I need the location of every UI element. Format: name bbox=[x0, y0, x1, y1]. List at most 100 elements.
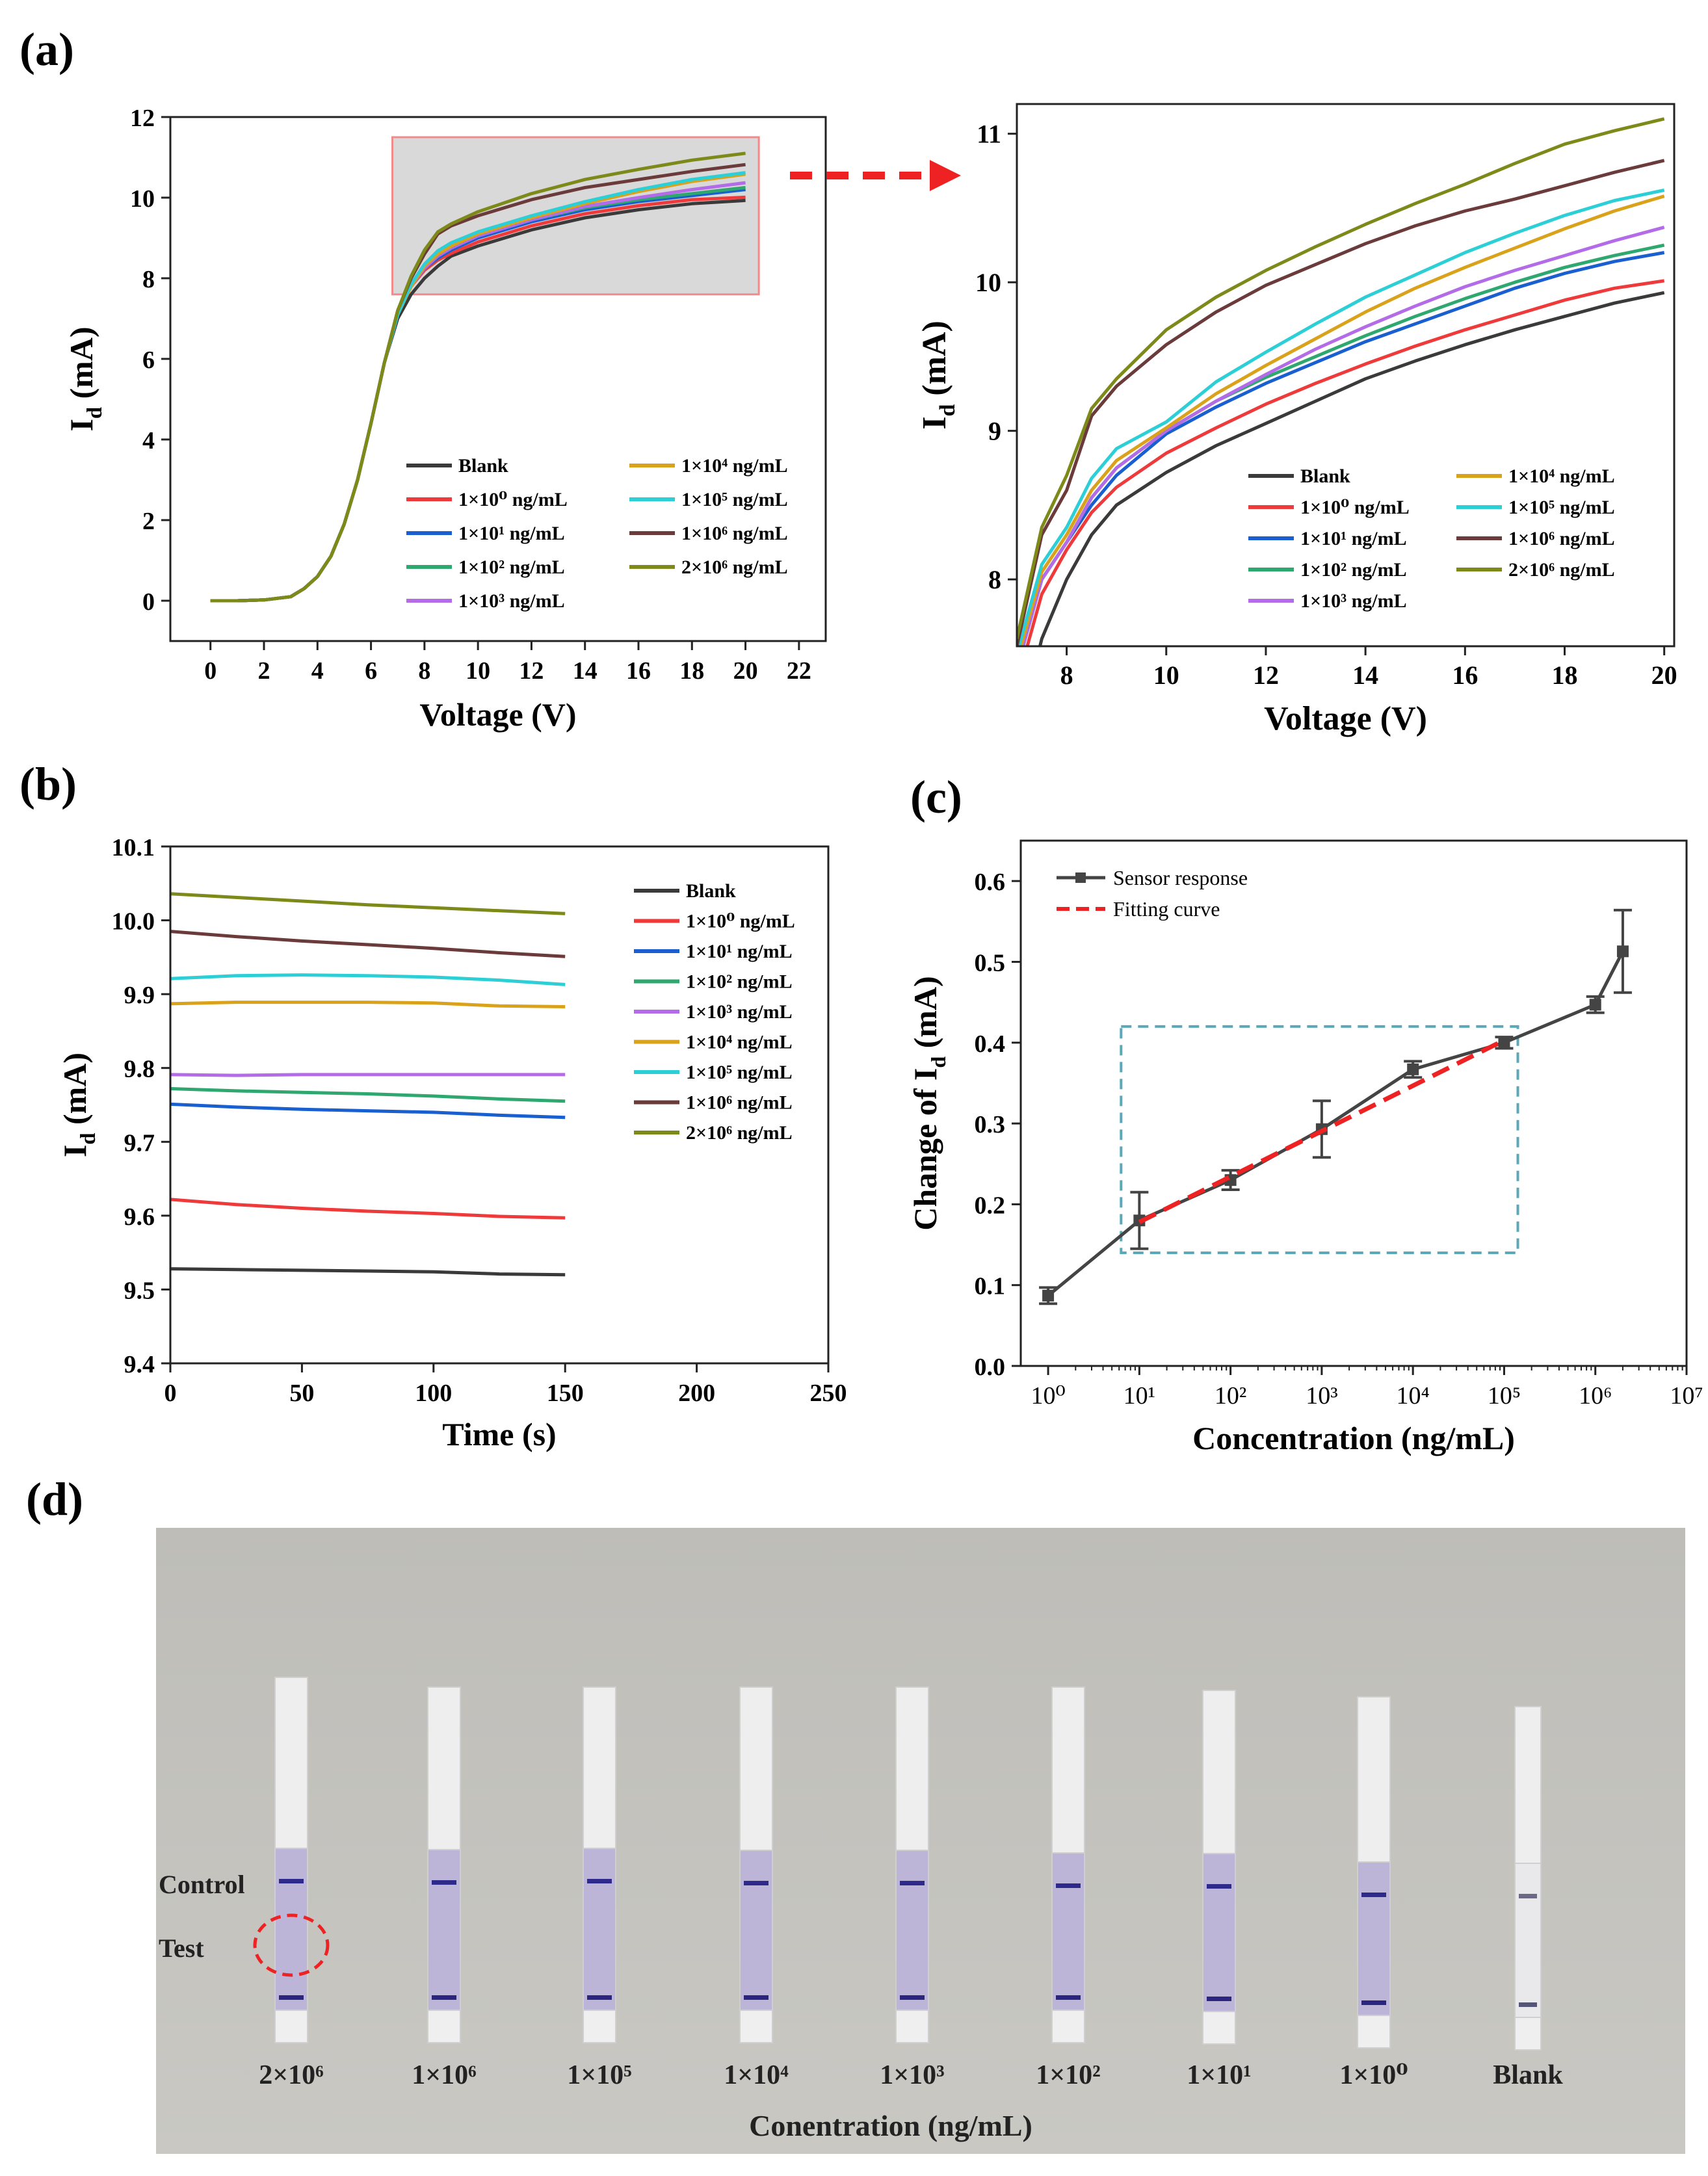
y-tick-label: 0.5 bbox=[975, 949, 1006, 977]
linear-range-box bbox=[1120, 1025, 1519, 1254]
strip-sample-pad bbox=[895, 1686, 929, 1857]
panel-label-c: (c) bbox=[910, 771, 962, 823]
legend-label: 1×10¹ ng/mL bbox=[686, 941, 793, 962]
strip-label: 1×10² bbox=[1036, 2060, 1101, 2090]
legend-label: 1×10⁵ ng/mL bbox=[686, 1062, 793, 1083]
x-tick-label: 10⁷ bbox=[1670, 1382, 1703, 1409]
x-tick-label: 10² bbox=[1215, 1382, 1246, 1409]
x-tick-label: 18 bbox=[1552, 661, 1578, 690]
x-tick-label: 20 bbox=[1651, 661, 1677, 690]
y-tick-label: 11 bbox=[977, 120, 1001, 149]
x-axis-label: Voltage (V) bbox=[1264, 700, 1427, 737]
plot-frame bbox=[1019, 839, 1688, 1367]
legend-label: 2×10⁶ ng/mL bbox=[1508, 559, 1615, 581]
data-point bbox=[1616, 945, 1629, 958]
x-tick-label: 20 bbox=[733, 657, 758, 685]
y-tick-label: 9 bbox=[988, 417, 1001, 446]
x-tick-label: 18 bbox=[679, 657, 704, 685]
x-tick-label: 0 bbox=[204, 657, 217, 685]
fitting-curve bbox=[1138, 1038, 1506, 1224]
data-point bbox=[1589, 999, 1601, 1011]
data-point bbox=[1042, 1289, 1055, 1302]
test-strip bbox=[1051, 1686, 1085, 2043]
strip-end bbox=[583, 2010, 616, 2043]
legend-label-fit: Fitting curve bbox=[1113, 897, 1220, 921]
series-line-5 bbox=[1019, 194, 1665, 646]
y-tick-label: 0.4 bbox=[975, 1030, 1006, 1058]
control-line bbox=[279, 1879, 304, 1883]
y-tick-label: 0.2 bbox=[975, 1192, 1006, 1219]
y-tick-label: 4 bbox=[142, 427, 155, 454]
test-strip bbox=[583, 1686, 616, 2043]
test-line-highlight bbox=[253, 1913, 330, 1977]
strip-sample-pad bbox=[274, 1677, 308, 1855]
series-line-4 bbox=[1021, 226, 1665, 646]
strip-window bbox=[1357, 1861, 1391, 2016]
legend-label: 1×10⁴ ng/mL bbox=[686, 1032, 793, 1053]
y-tick-label: 0.1 bbox=[975, 1273, 1006, 1300]
strip-end bbox=[895, 2010, 929, 2043]
strip-window bbox=[1051, 1852, 1085, 2011]
strip-sample-pad bbox=[1514, 1706, 1542, 1870]
legend-label: 1×10⁴ ng/mL bbox=[1508, 465, 1615, 487]
legend-label: 1×10¹ ng/mL bbox=[458, 523, 565, 544]
y-tick-label: 9.4 bbox=[124, 1351, 155, 1378]
legend-label: 1×10¹ ng/mL bbox=[1300, 528, 1407, 549]
strip-window bbox=[739, 1850, 773, 2011]
x-tick-label: 14 bbox=[1352, 661, 1378, 690]
strip-sample-pad bbox=[739, 1686, 773, 1857]
legend-label: 1×10⁰ ng/mL bbox=[458, 489, 568, 510]
series-group bbox=[1017, 117, 1665, 646]
x-tick-label: 150 bbox=[547, 1380, 584, 1407]
legend-label-sensor: Sensor response bbox=[1113, 866, 1248, 889]
control-line bbox=[1207, 1884, 1231, 1889]
strip-sample-pad bbox=[1202, 1690, 1236, 1861]
x-tick-label: 0 bbox=[164, 1380, 177, 1407]
x-tick-label: 14 bbox=[573, 657, 598, 685]
strip-end bbox=[739, 2010, 773, 2043]
y-axis-label: Id (mA) bbox=[916, 321, 960, 430]
series-line-2 bbox=[170, 1102, 566, 1120]
series-line-5 bbox=[170, 1001, 566, 1008]
legend-label: 1×10⁶ ng/mL bbox=[686, 1092, 793, 1114]
test-strip bbox=[1202, 1690, 1236, 2045]
x-axis-label: Concentration (ng/mL) bbox=[1192, 1420, 1515, 1456]
strip-window bbox=[1514, 1863, 1542, 2018]
x-tick-label: 250 bbox=[810, 1380, 847, 1407]
strip-window bbox=[895, 1850, 929, 2011]
photo-axis-label: Conentration (ng/mL) bbox=[749, 2109, 1032, 2142]
x-tick-label: 10⁵ bbox=[1488, 1382, 1521, 1409]
x-tick-label: 10⁰ bbox=[1031, 1382, 1065, 1409]
strip-bottom-line bbox=[279, 1995, 304, 2000]
legend-label: 1×10³ ng/mL bbox=[1300, 590, 1407, 612]
chart-a-main: 0 2 4 6 8 10 12 14 16 18 20 22 0 2 4 6 8 10 12 Voltage (V) I… bbox=[63, 105, 827, 733]
data-point bbox=[1407, 1063, 1419, 1075]
strip-sample-pad bbox=[427, 1686, 461, 1857]
legend-label: Blank bbox=[686, 880, 736, 902]
y-tick-label: 0.0 bbox=[975, 1354, 1006, 1381]
legend-label: 2×10⁶ ng/mL bbox=[681, 557, 788, 578]
x-tick-label: 8 bbox=[418, 657, 430, 685]
strip-sample-pad bbox=[1051, 1686, 1085, 1860]
test-strip bbox=[1514, 1706, 1542, 2051]
control-line bbox=[587, 1879, 612, 1883]
test-strip bbox=[739, 1686, 773, 2043]
series-line-3 bbox=[170, 1087, 566, 1103]
strip-end bbox=[1202, 2011, 1236, 2045]
test-strip bbox=[895, 1686, 929, 2043]
y-tick-label: 9.5 bbox=[124, 1277, 155, 1304]
x-tick-label: 2 bbox=[258, 657, 270, 685]
y-tick-label: 9.6 bbox=[124, 1203, 155, 1231]
test-strip bbox=[427, 1686, 461, 2043]
control-line bbox=[1519, 1894, 1537, 1898]
series-line-1 bbox=[170, 1198, 566, 1220]
legend-marker-sensor bbox=[1075, 872, 1086, 883]
y-tick-label: 9.8 bbox=[124, 1056, 155, 1083]
strip-window bbox=[427, 1849, 461, 2011]
x-tick-label: 10 bbox=[466, 657, 490, 685]
y-axis-label: Change of Id (mA) bbox=[907, 976, 950, 1230]
strip-window bbox=[1202, 1853, 1236, 2012]
series-line-2 bbox=[1021, 251, 1665, 646]
series-group bbox=[170, 892, 566, 1277]
strip-bottom-line bbox=[744, 1995, 769, 2000]
